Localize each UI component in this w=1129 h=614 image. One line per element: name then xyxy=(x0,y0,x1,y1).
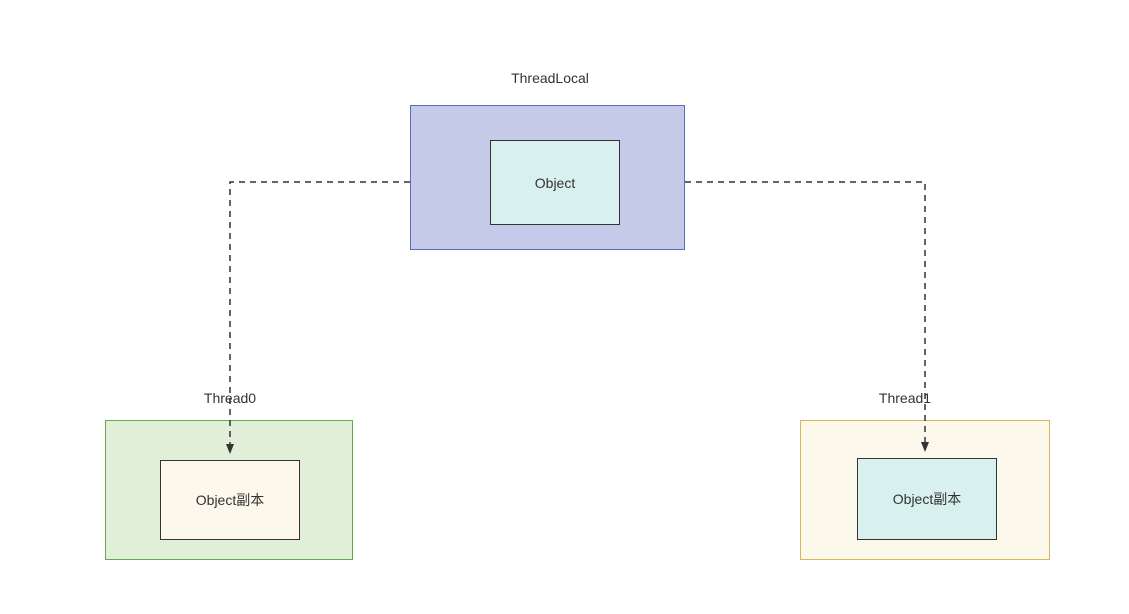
thread1-title: Thread1 xyxy=(870,390,940,406)
object-copy0-label: Object副本 xyxy=(196,490,264,510)
thread0-title: Thread0 xyxy=(195,390,265,406)
object-copy0-box: Object副本 xyxy=(160,460,300,540)
edge-left xyxy=(230,182,410,452)
object-copy1-label: Object副本 xyxy=(893,489,961,509)
diagram-canvas: ThreadLocal Object Thread0 Object副本 Thre… xyxy=(0,0,1129,614)
object-copy1-box: Object副本 xyxy=(857,458,997,540)
edge-right xyxy=(685,182,925,450)
object-label: Object xyxy=(535,175,575,191)
object-box: Object xyxy=(490,140,620,225)
threadlocal-title: ThreadLocal xyxy=(505,70,595,86)
